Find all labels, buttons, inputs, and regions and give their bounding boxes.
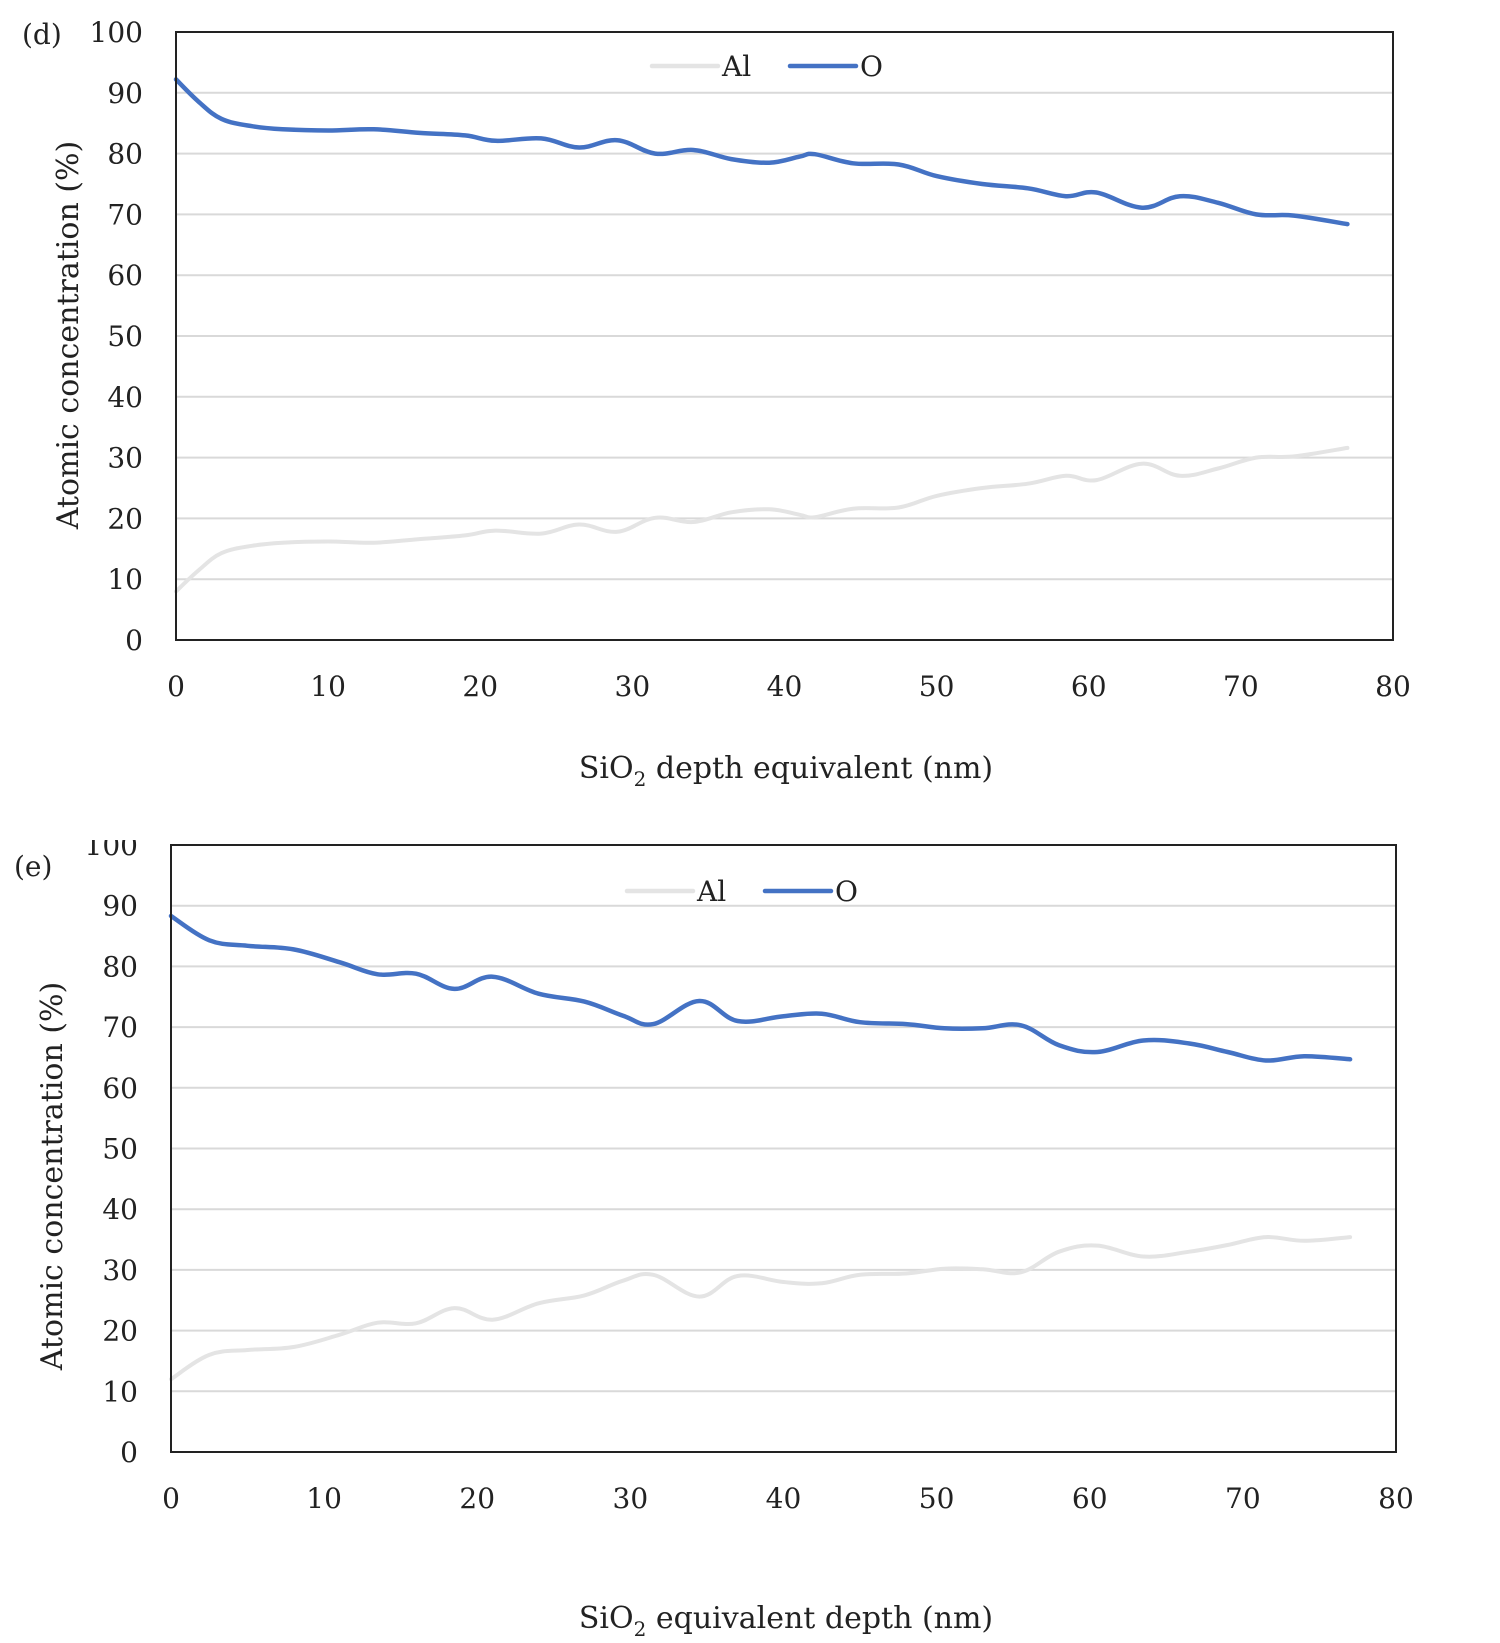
legend-label-o-d: O [860, 50, 883, 83]
y-tick-label-e-40: 40 [102, 1193, 138, 1226]
x-tick-label-d-0: 0 [167, 670, 185, 703]
x-tick-label-d-70: 70 [1223, 670, 1259, 703]
series-line-al-e [169, 1235, 1353, 1382]
chart-d-svg: (d) Atomic concentration (%) SiO2 depth … [22, 16, 1411, 791]
y-tick-label-e-90: 90 [102, 890, 138, 923]
chart-panel-e: (e) Atomic concentration (%) SiO2 equiva… [0, 840, 1500, 1643]
legend-label-al-e: Al [696, 875, 726, 908]
series-line-al-d [174, 445, 1350, 594]
legend-e: Al O [624, 875, 858, 908]
x-tick-label-e-40: 40 [766, 1482, 802, 1515]
y-tick-label-d-90: 90 [107, 77, 143, 110]
x-tick-label-d-80: 80 [1375, 670, 1411, 703]
x-tick-label-e-10: 10 [306, 1482, 342, 1515]
y-tick-label-e-10: 10 [102, 1375, 138, 1408]
y-tick-label-e-20: 20 [102, 1315, 138, 1348]
panel-label-e: (e) [14, 850, 52, 883]
x-tick-label-e-50: 50 [919, 1482, 955, 1515]
x-tick-label-e-30: 30 [613, 1482, 649, 1515]
series-line-o-d [173, 77, 1350, 227]
x-axis-title-e: SiO2 equivalent depth (nm) [579, 1601, 993, 1641]
y-tick-label-e-70: 70 [102, 1011, 138, 1044]
x-tick-label-e-20: 20 [459, 1482, 495, 1515]
y-tick-label-d-10: 10 [107, 563, 143, 596]
y-tick-label-d-100: 100 [90, 16, 143, 49]
plot-area-frame-e [170, 844, 1397, 1453]
x-tick-label-d-10: 10 [310, 670, 346, 703]
x-tick-label-d-40: 40 [767, 670, 803, 703]
x-tick-label-d-30: 30 [615, 670, 651, 703]
y-tick-label-e-50: 50 [102, 1133, 138, 1166]
y-tick-label-d-0: 0 [125, 624, 143, 657]
x-tick-label-d-20: 20 [462, 670, 498, 703]
y-tick-label-e-60: 60 [102, 1072, 138, 1105]
chart-e-svg: (e) Atomic concentration (%) SiO2 equiva… [14, 840, 1414, 1641]
legend-d: Al O [649, 50, 883, 83]
y-tick-label-e-0: 0 [120, 1436, 138, 1469]
y-tick-label-d-20: 20 [107, 502, 143, 535]
y-axis-title-e: Atomic concentration (%) [35, 982, 70, 1371]
y-tick-label-e-80: 80 [102, 950, 138, 983]
x-tick-label-d-50: 50 [919, 670, 955, 703]
legend-label-al-d: Al [721, 50, 751, 83]
x-axis-title-d: SiO2 depth equivalent (nm) [579, 751, 993, 791]
y-tick-label-d-80: 80 [107, 138, 143, 171]
y-tick-label-e-30: 30 [102, 1254, 138, 1287]
x-tick-label-e-70: 70 [1225, 1482, 1261, 1515]
y-tick-label-d-50: 50 [107, 320, 143, 353]
x-tick-label-e-80: 80 [1378, 1482, 1414, 1515]
y-tick-label-d-40: 40 [107, 381, 143, 414]
plot-area-frame-d [175, 31, 1394, 641]
chart-panel-d: (d) Atomic concentration (%) SiO2 depth … [0, 0, 1500, 820]
legend-label-o-e: O [835, 875, 858, 908]
y-tick-label-d-60: 60 [107, 259, 143, 292]
panel-label-d: (d) [22, 18, 62, 51]
y-axis-title-d: Atomic concentration (%) [51, 141, 86, 530]
x-tick-label-e-60: 60 [1072, 1482, 1108, 1515]
x-tick-label-d-60: 60 [1071, 670, 1107, 703]
y-tick-label-d-70: 70 [107, 198, 143, 231]
y-tick-label-d-30: 30 [107, 442, 143, 475]
x-tick-label-e-0: 0 [162, 1482, 180, 1515]
series-line-o-e [168, 913, 1353, 1063]
y-tick-label-e-100: 100 [85, 840, 138, 862]
